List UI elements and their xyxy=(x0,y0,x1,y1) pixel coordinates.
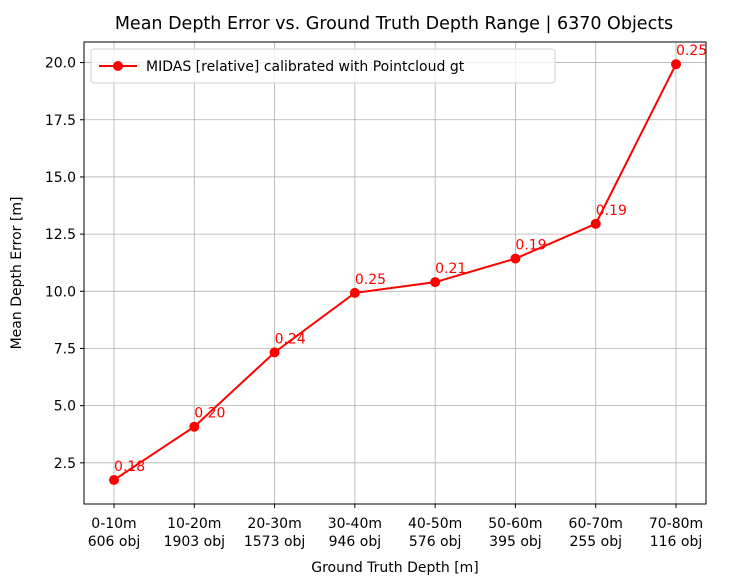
series-layer xyxy=(109,59,681,485)
y-tick-label: 5.0 xyxy=(54,399,76,415)
legend-entry: MIDAS [relative] calibrated with Pointcl… xyxy=(146,59,465,75)
legend-marker xyxy=(113,61,123,71)
data-point xyxy=(189,421,200,432)
x-tick-label: 10-20m 1903 obj xyxy=(164,516,225,550)
x-tick-label: 0-10m 606 obj xyxy=(88,516,141,550)
data-point xyxy=(269,347,280,358)
x-tick-label: 50-60m 395 obj xyxy=(488,516,542,550)
x-tick-label: 60-70m 255 obj xyxy=(569,516,623,550)
data-point xyxy=(349,287,360,298)
data-point xyxy=(510,253,521,264)
data-label: 0.25 xyxy=(676,43,707,59)
grid xyxy=(84,42,706,504)
x-tick-label: 40-50m 576 obj xyxy=(408,516,462,550)
y-tick-label: 20.0 xyxy=(45,56,76,72)
y-tick-label: 17.5 xyxy=(45,113,76,129)
data-label: 0.25 xyxy=(355,272,386,288)
legend-box xyxy=(90,48,556,84)
data-label: 0.24 xyxy=(275,331,306,347)
x-tick-label: 30-40m 946 obj xyxy=(328,516,382,550)
data-point xyxy=(430,277,441,288)
y-tick-label: 7.5 xyxy=(54,341,76,357)
data-point xyxy=(671,59,681,70)
legend: MIDAS [relative] calibrated with Pointcl… xyxy=(90,48,556,84)
chart-title: Mean Depth Error vs. Ground Truth Depth … xyxy=(115,14,673,34)
x-axis-label: Ground Truth Depth [m] xyxy=(311,560,479,576)
y-tick-label: 12.5 xyxy=(45,227,76,243)
x-tick-label: 20-30m 1573 obj xyxy=(244,516,305,550)
data-point xyxy=(109,474,119,485)
y-axis: 2.5 5.0 7.5 10.0 12.5 15.0 17.5 20.0 xyxy=(45,56,84,472)
x-tick-label: 70-80m 116 obj xyxy=(649,516,703,550)
y-axis-label: Mean Depth Error [m] xyxy=(9,197,25,350)
y-tick-label: 10.0 xyxy=(45,284,76,300)
data-label: 0.19 xyxy=(596,203,627,219)
data-label: 0.20 xyxy=(194,406,225,422)
data-labels: 0.18 0.20 0.24 0.25 0.21 0.19 0.19 0.25 xyxy=(114,43,707,475)
data-label: 0.18 xyxy=(114,459,145,475)
y-tick-label: 2.5 xyxy=(54,456,76,472)
series-line xyxy=(113,63,677,481)
plot-frame xyxy=(83,41,707,505)
data-point xyxy=(590,218,601,229)
x-axis: 0-10m 606 obj 10-20m 1903 obj 20-30m 1573 obj… xyxy=(88,504,703,550)
data-label: 0.21 xyxy=(435,261,466,277)
y-tick-label: 15.0 xyxy=(45,170,76,186)
data-label: 0.19 xyxy=(515,238,546,254)
